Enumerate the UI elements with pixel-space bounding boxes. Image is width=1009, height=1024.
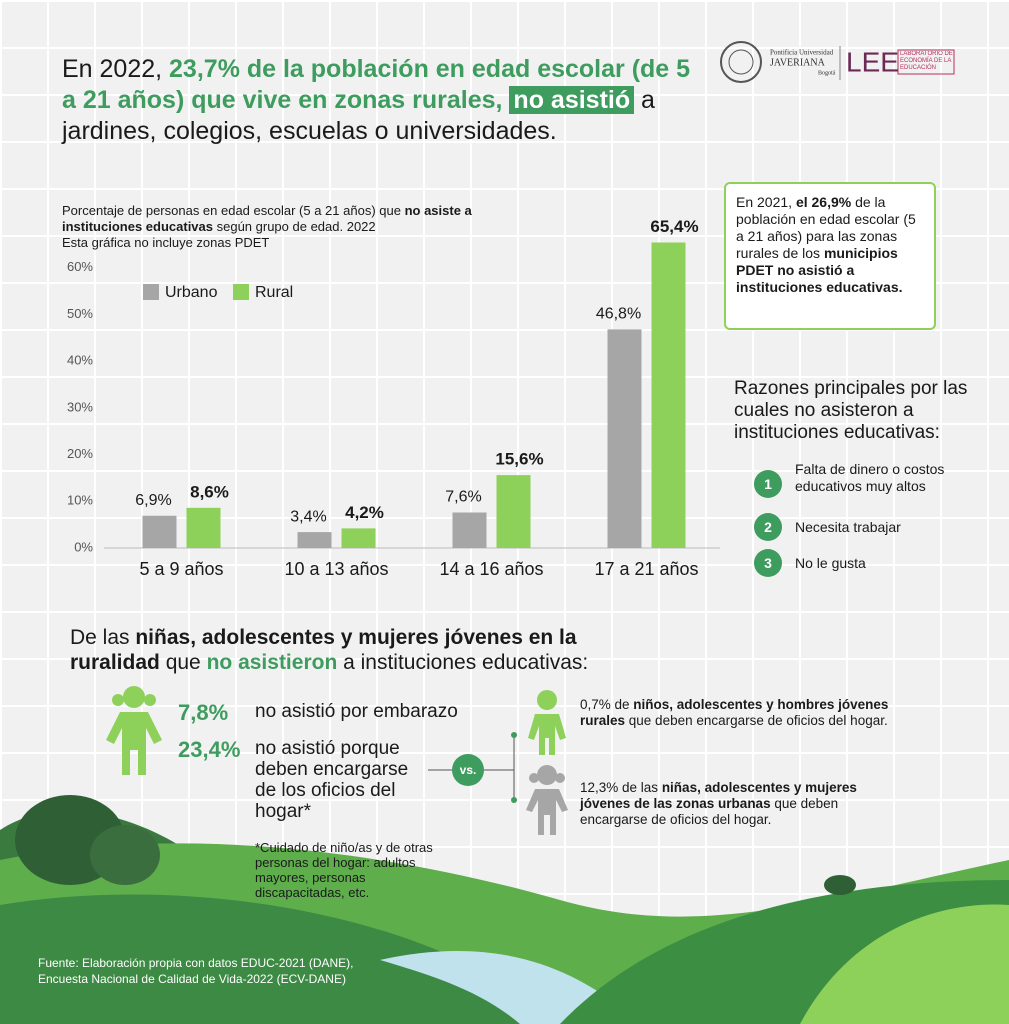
- reason-number: 2: [754, 513, 782, 541]
- legend-label: Urbano: [165, 284, 218, 301]
- legend-label: Rural: [255, 284, 293, 301]
- reasons-title: Razones principales por las cuales no as…: [734, 378, 968, 443]
- logo-text: JAVERIANA: [770, 57, 826, 68]
- footnote: *Cuidado de niño/as y de otras personas …: [255, 840, 433, 900]
- bar: [142, 515, 177, 548]
- headline: En 2022, 23,7% de la población en edad e…: [62, 54, 702, 147]
- reason-text: Falta de dinero o costos educativos muy …: [795, 461, 945, 494]
- value-label: 7,6%: [445, 489, 481, 506]
- logo-box: LABORATORIO DE ECONOMÍA DE LA EDUCACIÓN: [900, 51, 953, 71]
- bar: [297, 532, 332, 548]
- stat-value: 7,8%: [178, 700, 229, 725]
- text: En 2022,: [62, 55, 170, 83]
- y-tick-label: 60%: [67, 259, 93, 274]
- value-label: 4,2%: [345, 503, 384, 522]
- text: 0,7% de: [580, 697, 634, 712]
- y-tick-label: 30%: [67, 399, 93, 414]
- logo-text: Bogotá: [818, 70, 836, 76]
- text: De las: [70, 626, 136, 649]
- y-tick-label: 0%: [74, 539, 93, 554]
- text: de la población en edad escolar (5 a 21 …: [736, 194, 916, 261]
- text: Porcentaje de personas en edad escolar (…: [62, 203, 405, 218]
- note-box: En 2021, el 26,9% de la población en eda…: [724, 182, 936, 330]
- text: 23,7% de la población en edad escolar (d…: [62, 55, 691, 114]
- reason-text: Necesita trabajar: [795, 519, 901, 535]
- legend-swatch: [233, 284, 249, 300]
- value-label: 3,4%: [290, 508, 326, 525]
- bar: [452, 512, 487, 548]
- bar: [496, 475, 531, 548]
- text: que: [159, 651, 207, 674]
- reason-number: 1: [754, 470, 782, 498]
- x-tick-label: 10 a 13 años: [284, 559, 388, 579]
- text: a instituciones educativas:: [337, 651, 589, 674]
- x-tick-label: 5 a 9 años: [139, 559, 223, 579]
- logo-text: Pontificia Universidad: [770, 49, 834, 57]
- text: niños, adolescentes y hombres jóvenes ru…: [580, 697, 889, 728]
- legend-swatch: [143, 284, 159, 300]
- text: niñas, adolescentes y mujeres jóvenes de…: [580, 780, 857, 811]
- compare-text: 12,3% de las niñas, adolescentes y mujer…: [580, 780, 890, 828]
- text: que deben encargarse de oficios del hoga…: [625, 713, 888, 728]
- logo-text: LEE: [846, 46, 899, 77]
- text: no asistieron: [206, 651, 338, 674]
- y-tick-label: 10%: [67, 493, 93, 508]
- reason-text: No le gusta: [795, 555, 866, 571]
- icons: [106, 686, 568, 835]
- chart-subtitle: Porcentaje de personas en edad escolar (…: [62, 203, 522, 251]
- chart: 0% 10% 20% 30% 40% 50% 60% Urbano Rural 5 a 9 año…: [67, 217, 720, 579]
- bar: [341, 528, 376, 548]
- text: Esta gráfica no incluye zonas PDET: [62, 235, 270, 250]
- bar: [651, 242, 686, 548]
- compare-text: 0,7% de niños, adolescentes y hombres jó…: [580, 697, 890, 729]
- x-tick-label: 14 a 16 años: [439, 559, 543, 579]
- text: niñas, adolescentes y mujeres jóvenes en…: [70, 626, 577, 674]
- source: Fuente: Elaboración propia con datos EDU…: [38, 956, 354, 986]
- text: En 2021,: [736, 194, 796, 210]
- stat-value: 23,4%: [178, 737, 241, 762]
- vs-label: vs.: [460, 763, 477, 777]
- text: municipios PDET no asistió a institucion…: [736, 245, 903, 295]
- value-label: 6,9%: [135, 492, 171, 509]
- logo-text: LABORATORIO DE ECONOMÍA DE LA EDUCACIÓN: [900, 51, 953, 71]
- text: no asiste a instituciones educativas: [62, 203, 472, 234]
- stat-text: no asistió por embarazo: [255, 701, 458, 722]
- stat-text: no asistió porque deben encargarse de lo…: [255, 738, 409, 822]
- logo-emblem: [720, 41, 955, 83]
- text: a jardines, colegios, escuelas o univers…: [62, 86, 655, 145]
- bar: [607, 329, 642, 548]
- value-label: 8,6%: [190, 482, 229, 501]
- y-tick-label: 50%: [67, 306, 93, 321]
- text: no asistió: [509, 86, 635, 114]
- bar: [186, 507, 221, 548]
- text: que deben encargarse de oficios del hoga…: [580, 796, 839, 827]
- value-label: 65,4%: [650, 217, 698, 236]
- value-label: 15,6%: [495, 450, 543, 469]
- text: 12,3% de las: [580, 780, 662, 795]
- section-title: De las niñas, adolescentes y mujeres jóv…: [70, 625, 670, 675]
- y-tick-label: 20%: [67, 446, 93, 461]
- landscape: [0, 795, 1009, 1024]
- value-label: 46,8%: [596, 306, 641, 323]
- text: el 26,9%: [795, 194, 852, 210]
- reason-number: 3: [754, 549, 782, 577]
- x-tick-label: 17 a 21 años: [594, 559, 698, 579]
- y-tick-label: 40%: [67, 353, 93, 368]
- text: según grupo de edad. 2022: [213, 219, 376, 234]
